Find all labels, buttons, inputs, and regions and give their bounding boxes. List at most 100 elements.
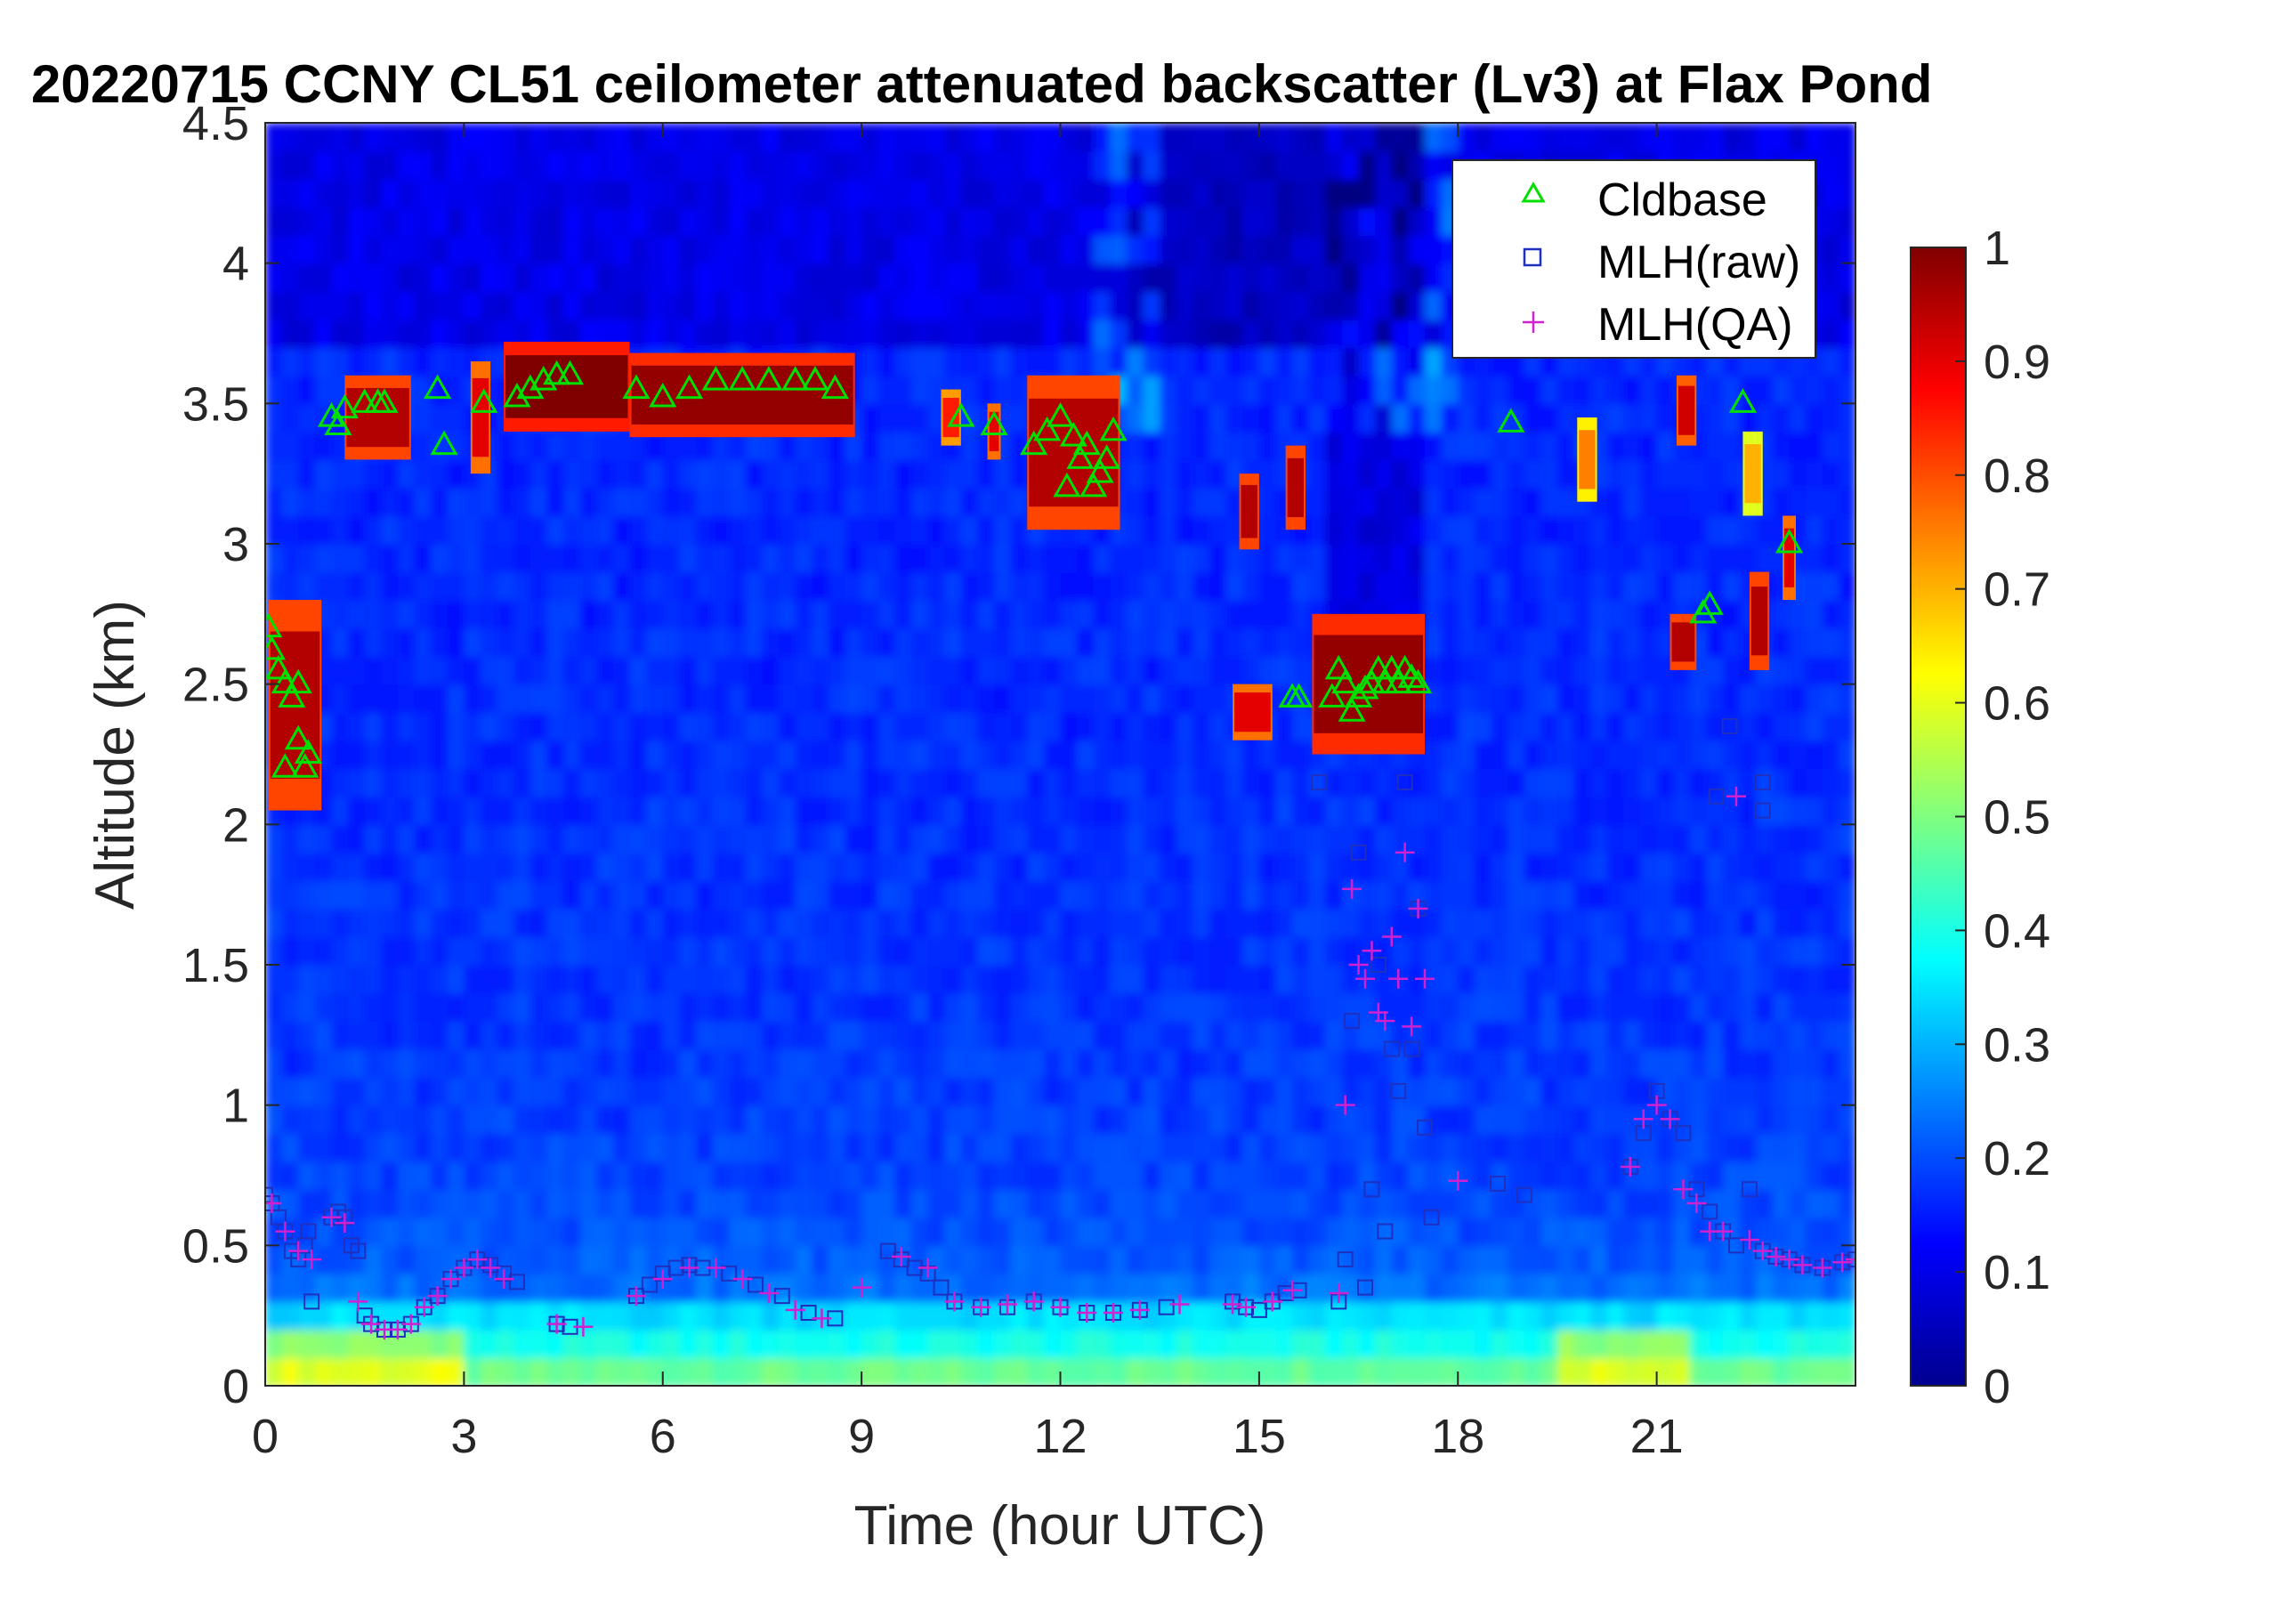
- heatmap-cell: [1441, 544, 1459, 573]
- heatmap-cell: [1225, 123, 1244, 152]
- heatmap-cell: [977, 684, 996, 714]
- heatmap-cell: [1789, 1104, 1807, 1135]
- heatmap-cell: [265, 1104, 283, 1135]
- heatmap-cell: [331, 1104, 350, 1135]
- heatmap-cell: [1556, 1273, 1575, 1303]
- heatmap-cell: [1772, 1021, 1791, 1050]
- mlh-qa-point: [1766, 1246, 1786, 1266]
- heatmap-cell: [1689, 1245, 1708, 1274]
- heatmap-cell: [1275, 544, 1294, 573]
- heatmap-cell: [629, 1329, 648, 1359]
- heatmap-cell: [298, 544, 316, 573]
- heatmap-cell: [1822, 544, 1840, 573]
- heatmap-cell: [1806, 403, 1823, 433]
- mlh-qa-point: [335, 1213, 355, 1234]
- heatmap-cell: [1739, 123, 1758, 152]
- heatmap-cell: [1656, 1245, 1675, 1274]
- heatmap-cell: [877, 206, 896, 237]
- cldbase-point: [1324, 654, 1353, 680]
- heatmap-cell: [1060, 796, 1079, 826]
- heatmap-cell: [1706, 1104, 1725, 1135]
- heatmap-cell: [1656, 768, 1675, 797]
- heatmap-cell: [762, 965, 780, 994]
- heatmap-cell: [1292, 1357, 1310, 1386]
- heatmap-cell: [695, 459, 714, 489]
- heatmap-cell: [1275, 206, 1294, 237]
- heatmap-cell: [1192, 571, 1211, 602]
- heatmap-cell: [894, 1104, 912, 1135]
- heatmap-cell: [1258, 347, 1277, 376]
- heatmap-cell: [431, 403, 449, 433]
- heatmap-cell: [1839, 263, 1855, 293]
- heatmap-cell: [1292, 347, 1310, 376]
- heatmap-cell: [1292, 600, 1310, 629]
- heatmap-cell: [1176, 1104, 1194, 1135]
- heatmap-cell: [563, 179, 581, 208]
- heatmap-cell: [447, 347, 465, 376]
- heatmap-cell: [1723, 965, 1741, 994]
- heatmap-cell: [414, 431, 433, 461]
- heatmap-cell: [1425, 571, 1443, 602]
- heatmap-cell: [745, 627, 764, 658]
- heatmap-cell: [331, 1161, 350, 1191]
- heatmap-cell: [1391, 515, 1410, 545]
- heatmap-cell: [1160, 600, 1177, 629]
- heatmap-cell: [1839, 824, 1855, 854]
- heatmap-cell: [1606, 880, 1625, 910]
- cldbase-point: [1364, 654, 1393, 680]
- heatmap-cell: [397, 824, 416, 854]
- heatmap-cell: [1358, 852, 1377, 882]
- heatmap-cell: [861, 1217, 879, 1247]
- heatmap-cell: [1556, 712, 1575, 741]
- heatmap-cell: [513, 1273, 531, 1303]
- heatmap-cell: [1093, 1245, 1112, 1274]
- heatmap-cell: [1640, 431, 1658, 461]
- colorbar-tick-label: 0.4: [1984, 904, 2050, 958]
- heatmap-cell: [1640, 880, 1658, 910]
- heatmap-cell: [1839, 1161, 1855, 1191]
- heatmap-cell: [546, 1104, 565, 1135]
- heatmap-cell: [1573, 880, 1592, 910]
- heatmap-cell: [745, 544, 764, 573]
- heatmap-cell: [480, 1273, 498, 1303]
- heatmap-cell: [994, 852, 1012, 882]
- cldbase-point: [1344, 683, 1373, 708]
- heatmap-cell: [1292, 179, 1310, 208]
- heatmap-cell: [1623, 600, 1642, 629]
- heatmap-cell: [828, 1048, 846, 1079]
- heatmap-cell: [845, 1217, 863, 1247]
- heatmap-cell: [563, 544, 581, 573]
- heatmap-cell: [1491, 1104, 1509, 1135]
- heatmap-cell: [927, 740, 946, 770]
- mlh-qa-point: [1169, 1294, 1190, 1315]
- heatmap-cell: [1391, 908, 1410, 938]
- heatmap-cell: [944, 544, 962, 573]
- heatmap-cell: [1027, 712, 1045, 741]
- heatmap-cell: [1110, 1077, 1128, 1106]
- heatmap-cell: [1043, 263, 1062, 293]
- heatmap-cell: [1556, 965, 1575, 994]
- heatmap-cell: [596, 150, 614, 181]
- heatmap-cell: [960, 1048, 979, 1079]
- cldbase-point: [1284, 683, 1314, 708]
- legend-box: [1451, 159, 1816, 359]
- heatmap-cell: [795, 263, 813, 293]
- heatmap-cell: [1656, 1189, 1675, 1218]
- heatmap-cell: [596, 796, 614, 826]
- heatmap-cell: [812, 263, 829, 293]
- heatmap-cell: [480, 291, 498, 320]
- heatmap-cell: [298, 123, 316, 152]
- heatmap-cell: [1308, 1301, 1327, 1331]
- heatmap-cell: [464, 992, 481, 1023]
- heatmap-cell: [629, 1301, 648, 1331]
- mlh-qa-point: [1408, 898, 1428, 918]
- heatmap-cell: [646, 1021, 664, 1050]
- heatmap-cell: [1391, 824, 1410, 854]
- heatmap-cell: [1425, 1104, 1443, 1135]
- heatmap-cell: [1706, 487, 1725, 517]
- heatmap-cell: [1756, 880, 1774, 910]
- heatmap-cell: [695, 150, 714, 181]
- heatmap-cell: [910, 824, 929, 854]
- heatmap-cell: [579, 1133, 598, 1162]
- heatmap-cell: [414, 852, 433, 882]
